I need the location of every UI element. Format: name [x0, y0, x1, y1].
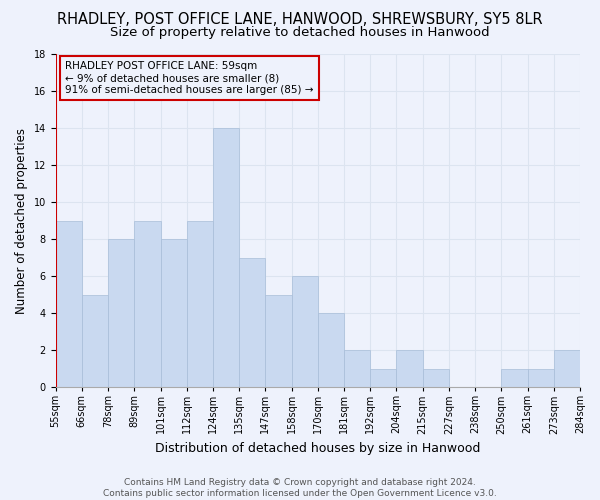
Bar — [239, 258, 265, 387]
Bar — [422, 368, 449, 387]
Text: Contains HM Land Registry data © Crown copyright and database right 2024.
Contai: Contains HM Land Registry data © Crown c… — [103, 478, 497, 498]
Bar — [82, 294, 108, 387]
Bar — [161, 239, 187, 387]
Y-axis label: Number of detached properties: Number of detached properties — [15, 128, 28, 314]
Bar — [213, 128, 239, 387]
X-axis label: Distribution of detached houses by size in Hanwood: Distribution of detached houses by size … — [155, 442, 481, 455]
Bar — [397, 350, 422, 387]
Bar — [344, 350, 370, 387]
Bar — [554, 350, 580, 387]
Text: RHADLEY POST OFFICE LANE: 59sqm
← 9% of detached houses are smaller (8)
91% of s: RHADLEY POST OFFICE LANE: 59sqm ← 9% of … — [65, 62, 313, 94]
Bar — [265, 294, 292, 387]
Text: Size of property relative to detached houses in Hanwood: Size of property relative to detached ho… — [110, 26, 490, 39]
Bar — [108, 239, 134, 387]
Bar — [527, 368, 554, 387]
Bar — [502, 368, 527, 387]
Bar — [318, 313, 344, 387]
Bar — [370, 368, 397, 387]
Text: RHADLEY, POST OFFICE LANE, HANWOOD, SHREWSBURY, SY5 8LR: RHADLEY, POST OFFICE LANE, HANWOOD, SHRE… — [57, 12, 543, 28]
Bar — [56, 220, 82, 387]
Bar — [292, 276, 318, 387]
Bar — [134, 220, 161, 387]
Bar — [187, 220, 213, 387]
